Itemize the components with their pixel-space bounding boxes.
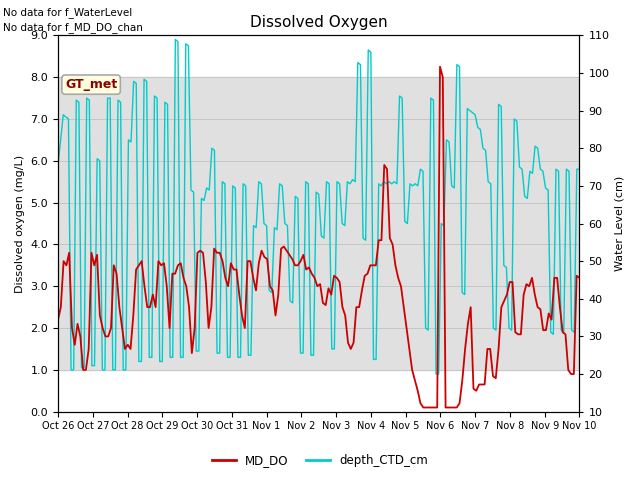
Bar [58, 77, 579, 370]
Text: No data for f_WaterLevel: No data for f_WaterLevel [3, 7, 132, 18]
Text: GT_met: GT_met [65, 78, 117, 91]
Legend: MD_DO, depth_CTD_cm: MD_DO, depth_CTD_cm [207, 449, 433, 472]
Y-axis label: Dissolved oxygen (mg/L): Dissolved oxygen (mg/L) [15, 155, 25, 293]
Title: Dissolved Oxygen: Dissolved Oxygen [250, 15, 388, 30]
Y-axis label: Water Level (cm): Water Level (cm) [615, 176, 625, 271]
Text: No data for f_MD_DO_chan: No data for f_MD_DO_chan [3, 22, 143, 33]
